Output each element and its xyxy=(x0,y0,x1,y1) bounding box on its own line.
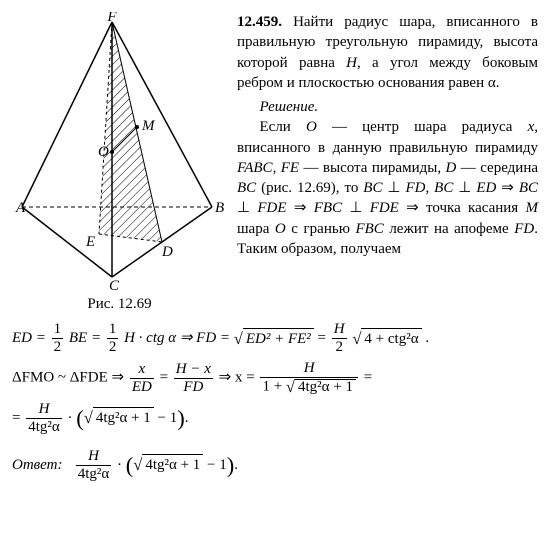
svg-text:C: C xyxy=(109,278,120,292)
answer-line: Ответ: H4tg²α · (4tg²α + 1 − 1). xyxy=(12,449,538,482)
svg-text:O: O xyxy=(98,144,109,160)
equation-2: ΔFMO ~ ΔFDE ⇒ xED = H − xFD ⇒ x = H 1 + … xyxy=(12,361,538,396)
answer-label: Ответ: xyxy=(12,457,62,473)
equation-1: ED = 12 BE = 12 H · ctg α ⇒ FD = ED² + F… xyxy=(12,322,538,355)
figure-pyramid: F A B C D E M O Рис. 12.69 xyxy=(12,12,227,314)
svg-text:A: A xyxy=(15,200,26,216)
problem-text: 12.459. Найти радиус шара, впи­санного в… xyxy=(237,12,538,314)
solution-heading: Решение. xyxy=(237,97,538,117)
pyramid-svg: F A B C D E M O xyxy=(12,12,227,292)
svg-text:E: E xyxy=(85,234,95,250)
equation-3: = H4tg²α · (4tg²α + 1 − 1). xyxy=(12,402,538,435)
svg-text:F: F xyxy=(106,12,117,25)
problem-number: 12.459. xyxy=(237,14,282,30)
svg-text:D: D xyxy=(161,244,173,260)
svg-text:B: B xyxy=(215,200,224,216)
svg-text:M: M xyxy=(141,118,156,134)
figure-caption: Рис. 12.69 xyxy=(12,294,227,314)
